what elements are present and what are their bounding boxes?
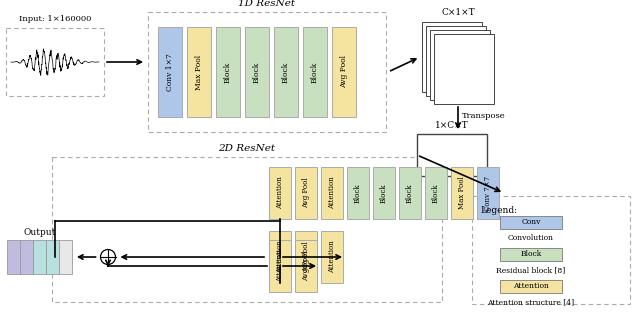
Bar (269, 231, 291, 283)
Bar (295, 231, 317, 283)
Text: Block: Block (224, 61, 232, 83)
Circle shape (100, 250, 115, 265)
Text: Block: Block (253, 61, 261, 83)
Bar (332, 27, 356, 117)
Bar (399, 167, 421, 219)
Bar (430, 30, 490, 100)
Bar (422, 22, 482, 92)
Bar (295, 240, 317, 292)
Text: Block: Block (432, 183, 440, 203)
Bar (500, 280, 562, 293)
Bar (269, 240, 291, 292)
Bar (451, 167, 473, 219)
Bar (269, 167, 291, 219)
Bar (477, 167, 499, 219)
Text: Transpose: Transpose (462, 112, 506, 120)
Bar (7, 240, 20, 274)
Bar (295, 167, 317, 219)
Text: 1×C×T: 1×C×T (435, 121, 469, 130)
Text: C×1×T: C×1×T (441, 8, 475, 17)
Text: Attention: Attention (328, 241, 336, 273)
Text: 1D ResNet: 1D ResNet (239, 0, 296, 8)
Bar (59, 240, 72, 274)
Text: Block: Block (520, 251, 541, 259)
Text: Attention: Attention (328, 177, 336, 209)
Text: Residual block [8]: Residual block [8] (497, 266, 566, 274)
Bar (500, 216, 562, 229)
Bar (425, 167, 447, 219)
Text: Attention: Attention (276, 250, 284, 282)
Text: Block: Block (282, 61, 290, 83)
Text: Avg Pool: Avg Pool (302, 178, 310, 208)
Bar (321, 231, 343, 283)
Bar (373, 167, 395, 219)
Text: Convolution: Convolution (508, 234, 554, 242)
Text: Block: Block (354, 183, 362, 203)
Text: Block: Block (380, 183, 388, 203)
Bar (158, 27, 182, 117)
Text: Attention: Attention (513, 282, 549, 290)
Text: Conv 1×7: Conv 1×7 (166, 53, 174, 91)
Bar (46, 240, 59, 274)
Bar (303, 27, 327, 117)
Bar (426, 26, 486, 96)
Bar (148, 12, 386, 132)
Text: 2D ResNet: 2D ResNet (218, 144, 275, 153)
Bar (6, 28, 104, 96)
Bar (52, 157, 442, 302)
Text: Legend:: Legend: (480, 206, 517, 215)
Bar (20, 240, 33, 274)
Bar (472, 196, 630, 304)
Text: Avg Pool: Avg Pool (302, 251, 310, 281)
Text: Block: Block (406, 183, 414, 203)
Text: Attention structure [4]: Attention structure [4] (488, 298, 575, 306)
Bar (321, 167, 343, 219)
Bar (216, 27, 240, 117)
Bar (500, 248, 562, 261)
Text: Attention: Attention (276, 177, 284, 209)
Text: Max Pool: Max Pool (458, 177, 466, 209)
Bar (245, 27, 269, 117)
Text: Max Pool: Max Pool (195, 54, 203, 90)
Bar (434, 34, 494, 104)
Bar (347, 167, 369, 219)
Text: Input: 1×160000: Input: 1×160000 (19, 15, 91, 23)
Bar (274, 27, 298, 117)
Text: Block: Block (311, 61, 319, 83)
Bar (33, 240, 46, 274)
Text: Output: Output (23, 228, 56, 237)
Bar (187, 27, 211, 117)
Text: Avg Pool: Avg Pool (302, 242, 310, 272)
Text: Conv: Conv (522, 218, 541, 227)
Text: Attention: Attention (276, 241, 284, 273)
Text: Conv 7×7: Conv 7×7 (484, 175, 492, 211)
Text: Avg Pool: Avg Pool (340, 56, 348, 89)
Bar (417, 134, 487, 176)
